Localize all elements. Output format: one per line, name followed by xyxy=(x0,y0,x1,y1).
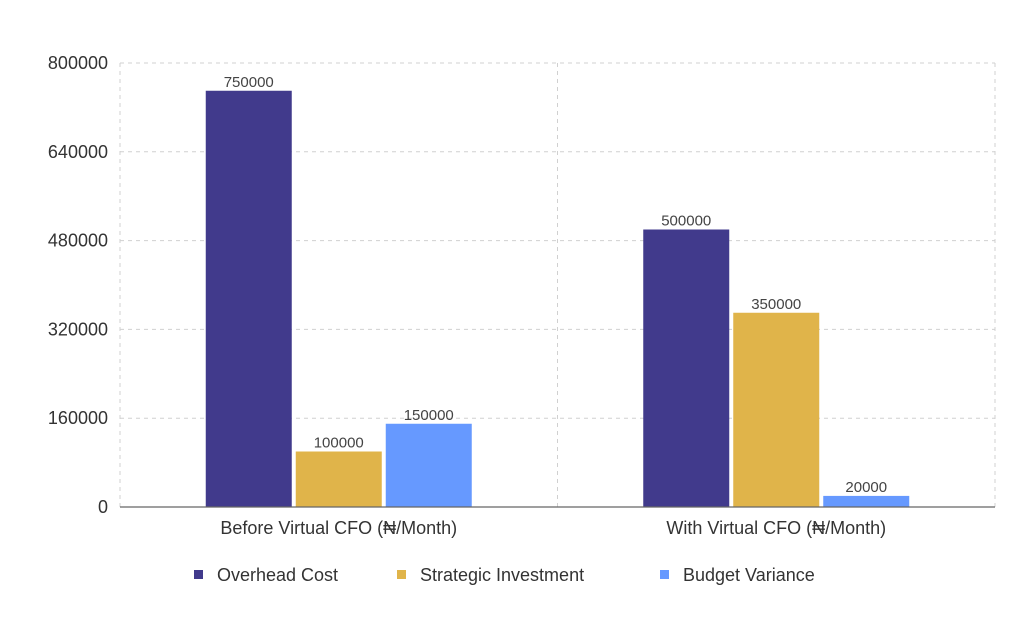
x-category-label: With Virtual CFO (₦/Month) xyxy=(666,518,886,538)
data-label: 150000 xyxy=(404,407,454,424)
legend: Overhead Cost Strategic Investment Budget … xyxy=(194,565,815,585)
bars: 750000 100000 150000 500000 350000 20000 xyxy=(205,74,910,507)
bar-overhead-cost xyxy=(643,229,730,507)
bar-budget-variance xyxy=(823,495,910,507)
bar-strategic-investment xyxy=(733,312,820,507)
bar-budget-variance xyxy=(385,423,472,507)
legend-label: Strategic Investment xyxy=(420,565,584,585)
y-tick-label: 320000 xyxy=(48,319,108,339)
legend-swatch xyxy=(397,570,406,579)
legend-label: Overhead Cost xyxy=(217,565,338,585)
data-label: 350000 xyxy=(751,296,801,313)
legend-swatch xyxy=(660,570,669,579)
data-label: 750000 xyxy=(224,74,274,91)
x-axis: Before Virtual CFO (₦/Month) With Virtual… xyxy=(120,506,995,538)
x-category-label: Before Virtual CFO (₦/Month) xyxy=(220,518,457,538)
y-axis: 0 160000 320000 480000 640000 800000 xyxy=(48,53,108,517)
legend-swatch xyxy=(194,570,203,579)
data-label: 500000 xyxy=(661,213,711,230)
data-label: 100000 xyxy=(314,435,364,452)
legend-label: Budget Variance xyxy=(683,565,815,585)
bar-overhead-cost xyxy=(205,90,292,507)
y-tick-label: 160000 xyxy=(48,408,108,428)
y-tick-label: 0 xyxy=(98,497,108,517)
y-tick-label: 640000 xyxy=(48,142,108,162)
bar-strategic-investment xyxy=(295,451,382,507)
data-label: 20000 xyxy=(845,479,887,496)
y-tick-label: 480000 xyxy=(48,231,108,251)
y-tick-label: 800000 xyxy=(48,53,108,73)
